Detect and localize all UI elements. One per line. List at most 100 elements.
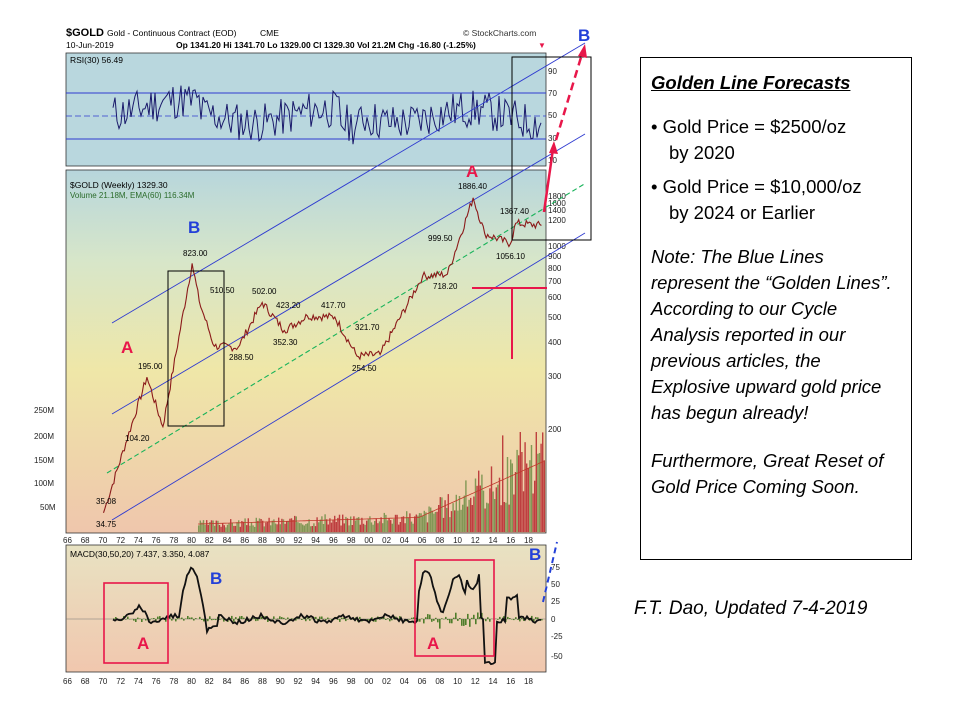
volume-bar (199, 520, 201, 532)
volume-bar (374, 521, 376, 532)
volume-bar (390, 520, 392, 532)
macd-histogram-bar (125, 619, 127, 620)
volume-bar (268, 517, 270, 532)
volume-bar (286, 521, 288, 532)
volume-bar (358, 517, 360, 532)
macd-tick: 50 (551, 580, 560, 589)
volume-bar (258, 518, 261, 532)
forecast-note: Note: The Blue Lines represent the “Gold… (651, 246, 892, 423)
volume-bar (375, 518, 377, 532)
rsi-tick: 30 (548, 134, 557, 143)
macd-histogram-bar (409, 619, 411, 620)
volume-tick: 50M (40, 503, 56, 512)
volume-bar (242, 521, 245, 532)
golden-line-lower (111, 232, 586, 521)
volume-bar (302, 524, 304, 532)
volume-bar (366, 520, 368, 532)
rsi-label: RSI(30) 56.49 (70, 55, 123, 65)
x-axis-year: 16 (506, 536, 515, 545)
volume-bar (218, 525, 221, 532)
x-axis-year: 08 (435, 536, 444, 545)
volume-bar (470, 497, 472, 532)
macd-histogram-bar (421, 618, 423, 619)
volume-bar (290, 518, 293, 532)
volume-bar (465, 480, 467, 532)
volume-bar (535, 432, 537, 532)
volume-bar (260, 519, 262, 532)
macd-histogram-bar (115, 617, 117, 619)
macd-histogram-bar (285, 619, 287, 620)
volume-tick: 150M (34, 456, 54, 465)
macd-histogram-bar (497, 619, 499, 620)
x-axis-year: 96 (329, 536, 338, 545)
x-axis-year: 90 (276, 677, 285, 686)
box-recent (511, 56, 592, 241)
volume-bar (233, 525, 235, 532)
volume-bar (391, 523, 393, 532)
macd-histogram-bar (243, 617, 245, 619)
volume-bar (354, 520, 357, 532)
x-axis-year: 78 (169, 536, 178, 545)
volume-bar (382, 523, 384, 532)
price-tick: 1200 (548, 216, 566, 225)
x-axis-year: 66 (63, 677, 72, 686)
price-label-tag: 321.70 (355, 323, 380, 332)
volume-bar (398, 524, 400, 532)
price-tick: 1800 (548, 192, 566, 201)
volume-bar (254, 526, 256, 532)
macd-histogram-bar (155, 619, 157, 622)
x-axis-year: 92 (294, 677, 303, 686)
macd-histogram-bar (169, 617, 171, 619)
macd-histogram-bar (465, 619, 467, 625)
volume-tick: 200M (34, 432, 54, 441)
volume-bar (383, 512, 385, 532)
macd-histogram-bar (203, 619, 205, 622)
x-axis-year: 02 (382, 536, 391, 545)
volume-bar (262, 520, 264, 532)
price-tick: 1000 (548, 242, 566, 251)
volume-bar (524, 442, 526, 532)
volume-bar (444, 500, 446, 532)
volume-bar (244, 518, 246, 532)
volume-bar (223, 525, 225, 532)
macd-histogram-bar (127, 616, 129, 619)
volume-bar (377, 523, 379, 532)
volume-bar (430, 507, 432, 532)
volume-bar (321, 516, 323, 532)
volume-bar (330, 522, 333, 532)
macd-histogram-bar (521, 617, 523, 619)
x-axis-year: 90 (276, 536, 285, 545)
price-label-tag: 999.50 (428, 234, 453, 243)
volume-bar (543, 460, 545, 532)
macd-histogram-bar (241, 616, 243, 619)
volume-bar (414, 516, 416, 532)
volume-bar (356, 517, 358, 532)
header-symbol: $GOLD (66, 27, 104, 39)
price-label-tag: 510.50 (210, 286, 235, 295)
volume-bar (518, 455, 520, 532)
volume-bar (206, 520, 208, 532)
volume-bar (314, 526, 317, 532)
macd-histogram-bar (499, 616, 501, 619)
volume-bar (478, 470, 480, 532)
bullet-continuation: by 2024 or Earlier (669, 202, 816, 223)
macd-histogram-bar (385, 619, 387, 620)
x-axis-year: 84 (223, 677, 232, 686)
macd-tick: 25 (551, 597, 560, 606)
volume-bar (476, 485, 478, 532)
volume-bar (359, 524, 361, 532)
volume-bar (455, 494, 457, 532)
volume-bar (225, 527, 227, 532)
wave-b-1980: B (188, 218, 200, 237)
volume-bar (458, 496, 461, 532)
volume-bar (422, 516, 424, 532)
x-axis-year: 14 (489, 677, 498, 686)
volume-bar (394, 514, 397, 532)
price-label-tag: 288.50 (229, 353, 254, 362)
price-label-tag: 823.00 (183, 249, 208, 258)
volume-bar (393, 518, 395, 532)
bullet-text: • Gold Price = $2500/oz (651, 116, 847, 137)
volume-bar (263, 526, 265, 532)
rsi-tick: 90 (548, 67, 557, 76)
price-label-tag: 718.20 (433, 282, 458, 291)
